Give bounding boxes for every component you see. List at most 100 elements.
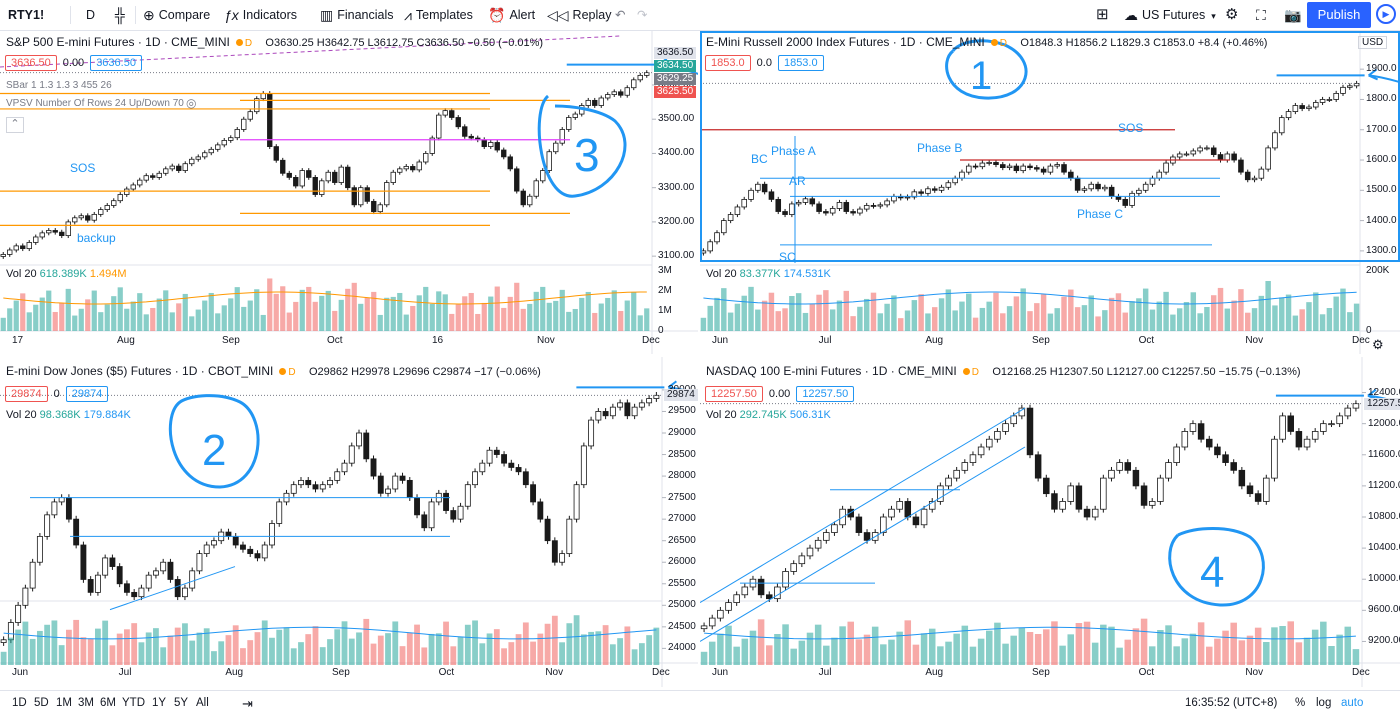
play-button[interactable]: ▶ [1376, 4, 1396, 24]
es-bid-box[interactable]: 3636.50 [5, 55, 57, 71]
volume-bar [734, 303, 741, 331]
volume-bar [443, 621, 449, 665]
auto-scale-button[interactable]: auto [1341, 697, 1364, 709]
nq-ask-box[interactable]: 12257.50 [796, 386, 855, 402]
collapse-indicators-button[interactable]: ⌃ [6, 117, 24, 133]
range-button-1d[interactable]: 1D [12, 697, 27, 709]
interval-button[interactable]: D [86, 8, 96, 22]
candle-down [1034, 454, 1042, 479]
range-button-1m[interactable]: 1M [56, 697, 72, 709]
es-chart-canvas[interactable]: 3 [0, 31, 698, 354]
chart-pane-ym[interactable]: 2 E-mini Dow Jones ($5) Futures · 1D · C… [0, 357, 698, 687]
candle-up [638, 402, 645, 408]
candle-up [1340, 86, 1346, 94]
volume-bar [416, 295, 422, 331]
publish-button[interactable]: Publish [1307, 2, 1371, 28]
x-tick-label: Dec [642, 335, 660, 346]
candle-up [290, 484, 297, 494]
currency-badge[interactable]: USD [1358, 36, 1388, 49]
range-button-5d[interactable]: 5D [34, 697, 49, 709]
volume-bar [1246, 635, 1254, 665]
candle-down [1040, 168, 1047, 173]
volume-bar [1083, 621, 1091, 665]
volume-bar [789, 296, 795, 331]
x-tick-label: Jun [712, 667, 729, 678]
symbol-search[interactable]: RTY1! [8, 8, 45, 22]
volume-bar [348, 638, 355, 665]
redo-button[interactable]: ↷ [637, 0, 647, 30]
percent-scale-button[interactable]: % [1295, 697, 1306, 709]
indicators-button[interactable]: ƒx Indicators [224, 0, 297, 30]
rty-chart-canvas[interactable]: 1 [700, 31, 1400, 354]
volume-bar [1081, 305, 1088, 331]
candle-up [65, 221, 71, 237]
range-button-all[interactable]: All [196, 697, 209, 709]
volume-bar [741, 638, 749, 665]
settings-button[interactable]: ⚙ [1225, 0, 1238, 30]
volume-bar [29, 638, 36, 665]
rty-bid-box[interactable]: 1853.0 [705, 55, 751, 71]
candle-down [993, 162, 999, 165]
volume-bar [481, 302, 487, 331]
templates-label: Templates [415, 8, 473, 22]
financials-button[interactable]: ▥ Financials [320, 0, 394, 30]
price-axis-label: 3629.25 [654, 73, 697, 85]
ym-ask-box[interactable]: 29874 [65, 386, 109, 402]
clock-readout[interactable]: 16:35:52 (UTC+8) [1185, 697, 1278, 709]
eye-off-icon[interactable]: ◎ [186, 96, 197, 110]
candle-up [755, 183, 761, 191]
compare-button[interactable]: ⊕ Compare [143, 0, 210, 30]
replay-button[interactable]: ◁◁ Replay [547, 0, 611, 30]
range-button-3m[interactable]: 3M [78, 697, 94, 709]
volume-bar [208, 292, 214, 331]
candle-up [1224, 153, 1231, 161]
candle-up [145, 574, 152, 589]
ym-bid-box[interactable]: 29874 [5, 386, 48, 402]
undo-button[interactable]: ↶ [615, 0, 625, 30]
toolbar-divider [135, 6, 136, 24]
templates-button[interactable]: ⩘ Templates [404, 0, 473, 30]
candle-up [348, 445, 355, 464]
rty-ask-box[interactable]: 1853.0 [777, 55, 824, 71]
layout-button[interactable]: ⊞ [1096, 0, 1109, 30]
y-tick-label: 3100.00 [658, 250, 695, 262]
chart-pane-nq[interactable]: 4 NASDAQ 100 E-mini Futures · 1D · CME_M… [700, 357, 1400, 687]
range-button-1y[interactable]: 1Y [152, 697, 167, 709]
chart-pane-rty[interactable]: 1 E-Mini Russell 2000 Index Futures · 1D… [700, 31, 1400, 354]
y-tick-label: 1800.0 [1366, 93, 1397, 105]
candle-up [479, 462, 486, 473]
candle-up [891, 195, 897, 202]
volume-bar [46, 290, 52, 331]
snapshot-button[interactable]: 📷 [1284, 0, 1301, 30]
candle-up [725, 602, 732, 611]
candle-down [240, 544, 246, 550]
volume-bar [530, 641, 536, 665]
range-button-5y[interactable]: 5Y [174, 697, 189, 709]
pane-settings-gear-icon[interactable]: ⚙ [1372, 337, 1384, 352]
alert-button[interactable]: ⏰ Alert [488, 0, 535, 30]
es-ask-box[interactable]: 3636.50 [90, 55, 142, 71]
nq-chart-canvas[interactable]: 4 [700, 357, 1400, 687]
volume-bar [1027, 311, 1033, 331]
chart-pane-es[interactable]: 3 S&P 500 E-mini Futures · 1D · CME_MINI… [0, 31, 698, 354]
volume-bar [72, 315, 78, 331]
candle-up [823, 532, 830, 541]
volume-bar [87, 638, 94, 665]
candle-down [1217, 154, 1224, 161]
candle-up [385, 488, 391, 494]
ym-chart-canvas[interactable]: 2 [0, 357, 698, 687]
bar-style-button[interactable]: ╬ [115, 0, 129, 30]
candle-up [338, 166, 344, 183]
range-button-ytd[interactable]: YTD [122, 697, 145, 709]
volume-bar [766, 645, 773, 665]
candle-up [611, 91, 617, 95]
fullscreen-button[interactable]: ⛶ [1256, 0, 1266, 30]
goto-date-button[interactable]: ⇥ [242, 691, 253, 716]
range-button-6m[interactable]: 6M [100, 697, 116, 709]
log-scale-button[interactable]: log [1316, 697, 1332, 709]
nq-bid-box[interactable]: 12257.50 [705, 386, 763, 402]
candle-up [46, 230, 52, 234]
layout-name-button[interactable]: ☁ US Futures ▾ [1124, 0, 1216, 30]
candle-up [392, 475, 399, 490]
candle-up [436, 114, 442, 139]
